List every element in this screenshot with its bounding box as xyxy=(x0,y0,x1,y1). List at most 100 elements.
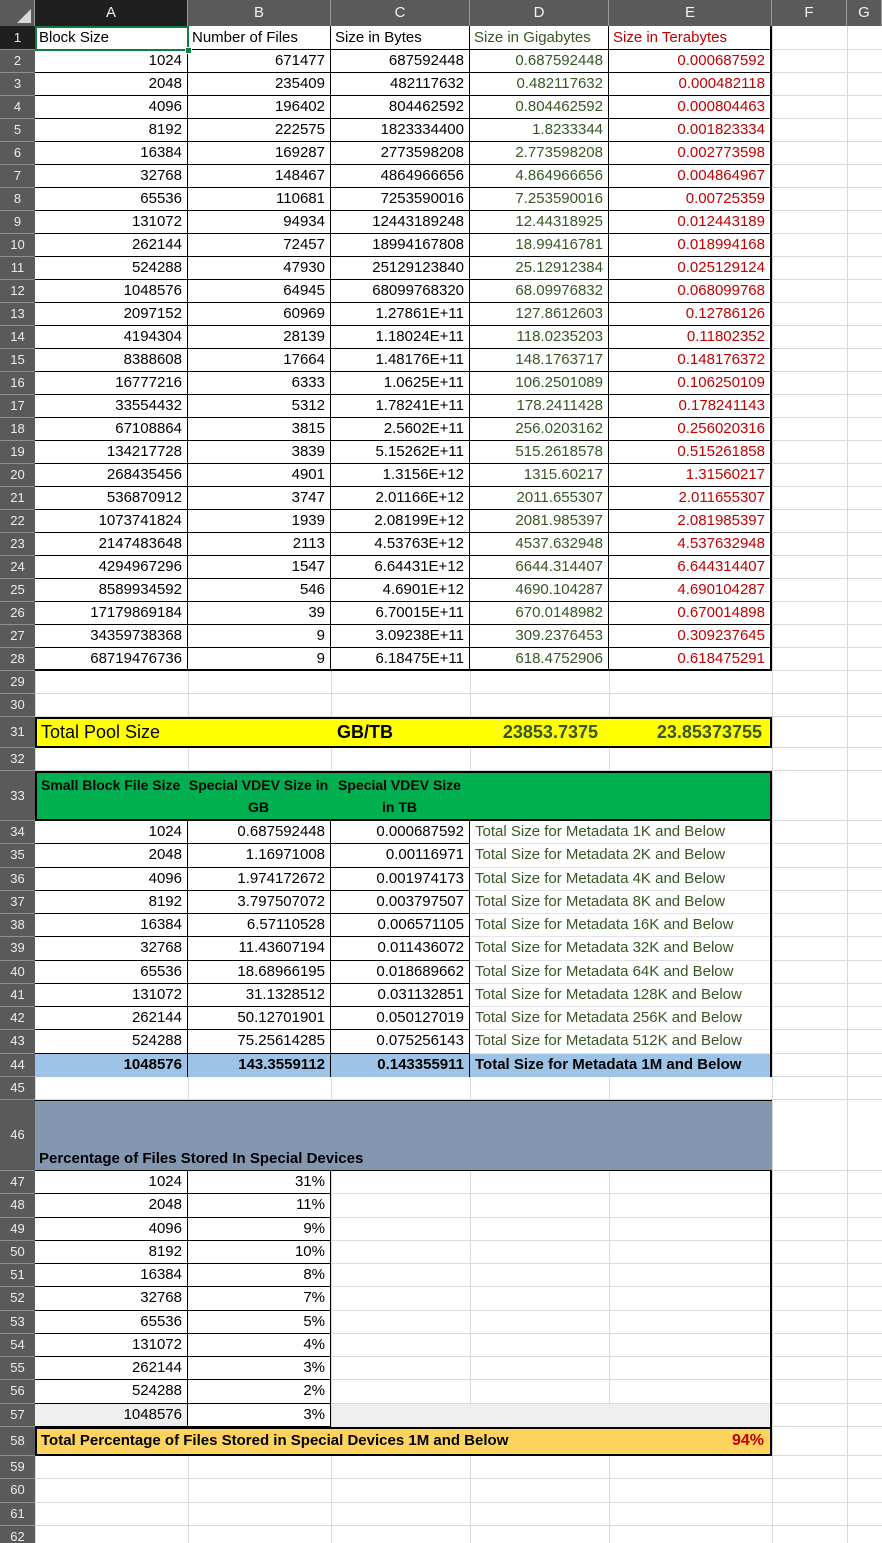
cell-D28[interactable]: 618.4752906 xyxy=(470,648,609,671)
cell-C4[interactable]: 804462592 xyxy=(331,96,470,119)
cell-B39[interactable]: 11.43607194 xyxy=(188,937,331,961)
row-header-39[interactable]: 39 xyxy=(0,937,35,961)
row-header-33[interactable]: 33 xyxy=(0,771,35,821)
cell-B18[interactable]: 3815 xyxy=(188,418,331,441)
cell-A47[interactable]: 1024 xyxy=(35,1171,188,1195)
row-header-42[interactable]: 42 xyxy=(0,1007,35,1031)
cell-B27[interactable]: 9 xyxy=(188,625,331,648)
row-header-54[interactable]: 54 xyxy=(0,1333,35,1358)
cell-A13[interactable]: 2097152 xyxy=(35,303,188,326)
cell-A43[interactable]: 524288 xyxy=(35,1030,188,1054)
row-header-16[interactable]: 16 xyxy=(0,372,35,395)
cell-E16[interactable]: 0.106250109 xyxy=(609,372,772,395)
total-pool-row[interactable]: Total Pool Size GB/TB 23853.7375 23.8537375… xyxy=(35,717,772,748)
cell-A50[interactable]: 8192 xyxy=(35,1240,188,1265)
cell-C24[interactable]: 6.64431E+12 xyxy=(331,556,470,579)
cell-D23[interactable]: 4537.632948 xyxy=(470,533,609,556)
cell-C15[interactable]: 1.48176E+11 xyxy=(331,349,470,372)
cell-B51[interactable]: 8% xyxy=(188,1264,331,1288)
cell-D6[interactable]: 2.773598208 xyxy=(470,142,609,165)
row-header-14[interactable]: 14 xyxy=(0,326,35,349)
cell-B57[interactable]: 3% xyxy=(188,1403,331,1427)
cell-B50[interactable]: 10% xyxy=(188,1240,331,1265)
cell-B42[interactable]: 50.12701901 xyxy=(188,1007,331,1031)
cell-D10[interactable]: 18.99416781 xyxy=(470,234,609,257)
row-header-46[interactable]: 46 xyxy=(0,1100,35,1171)
row-header-41[interactable]: 41 xyxy=(0,983,35,1007)
column-header-C[interactable]: C xyxy=(331,0,470,26)
cell-E11[interactable]: 0.025129124 xyxy=(609,257,772,280)
cell-A54[interactable]: 131072 xyxy=(35,1333,188,1358)
cell-B5[interactable]: 222575 xyxy=(188,119,331,142)
cell-A16[interactable]: 16777216 xyxy=(35,372,188,395)
cell-E17[interactable]: 0.178241143 xyxy=(609,395,772,418)
cell-C44[interactable]: 0.143355911 xyxy=(331,1053,470,1077)
row-header-51[interactable]: 51 xyxy=(0,1264,35,1288)
main-header-cell-D1[interactable]: Size in Gigabytes xyxy=(470,26,609,50)
cell-B35[interactable]: 1.16971008 xyxy=(188,844,331,868)
cell-C17[interactable]: 1.78241E+11 xyxy=(331,395,470,418)
cell-D26[interactable]: 670.0148982 xyxy=(470,602,609,625)
cell-B21[interactable]: 3747 xyxy=(188,487,331,510)
cell-D11[interactable]: 25.12912384 xyxy=(470,257,609,280)
cell-C20[interactable]: 1.3156E+12 xyxy=(331,464,470,487)
cell-B48[interactable]: 11% xyxy=(188,1194,331,1218)
row-header-22[interactable]: 22 xyxy=(0,510,35,533)
row-header-3[interactable]: 3 xyxy=(0,73,35,96)
cell-B26[interactable]: 39 xyxy=(188,602,331,625)
row-header-13[interactable]: 13 xyxy=(0,303,35,326)
cell-A8[interactable]: 65536 xyxy=(35,188,188,211)
cell-A19[interactable]: 134217728 xyxy=(35,441,188,464)
cell-C19[interactable]: 5.15262E+11 xyxy=(331,441,470,464)
row-header-36[interactable]: 36 xyxy=(0,867,35,891)
cell-A15[interactable]: 8388608 xyxy=(35,349,188,372)
cell-A5[interactable]: 8192 xyxy=(35,119,188,142)
cell-A37[interactable]: 8192 xyxy=(35,890,188,914)
cell-B7[interactable]: 148467 xyxy=(188,165,331,188)
cell-B4[interactable]: 196402 xyxy=(188,96,331,119)
cell-E25[interactable]: 4.690104287 xyxy=(609,579,772,602)
row-header-58[interactable]: 58 xyxy=(0,1426,35,1456)
cell-C39[interactable]: 0.011436072 xyxy=(331,937,470,961)
cell-B6[interactable]: 169287 xyxy=(188,142,331,165)
cell-B37[interactable]: 3.797507072 xyxy=(188,890,331,914)
cell-A24[interactable]: 4294967296 xyxy=(35,556,188,579)
cell-C22[interactable]: 2.08199E+12 xyxy=(331,510,470,533)
cell-C27[interactable]: 3.09238E+11 xyxy=(331,625,470,648)
cell-A27[interactable]: 34359738368 xyxy=(35,625,188,648)
cell-E7[interactable]: 0.004864967 xyxy=(609,165,772,188)
cell-C14[interactable]: 1.18024E+11 xyxy=(331,326,470,349)
row-header-7[interactable]: 7 xyxy=(0,165,35,188)
cell-B25[interactable]: 546 xyxy=(188,579,331,602)
row-header-10[interactable]: 10 xyxy=(0,234,35,257)
cell-B3[interactable]: 235409 xyxy=(188,73,331,96)
cell-B56[interactable]: 2% xyxy=(188,1380,331,1404)
cell-E10[interactable]: 0.018994168 xyxy=(609,234,772,257)
cell-A44[interactable]: 1048576 xyxy=(35,1053,188,1077)
cell-C3[interactable]: 482117632 xyxy=(331,73,470,96)
row-header-60[interactable]: 60 xyxy=(0,1479,35,1503)
cell-A51[interactable]: 16384 xyxy=(35,1264,188,1288)
cell-A36[interactable]: 4096 xyxy=(35,867,188,891)
cell-D22[interactable]: 2081.985397 xyxy=(470,510,609,533)
row-header-6[interactable]: 6 xyxy=(0,142,35,165)
cell-B52[interactable]: 7% xyxy=(188,1287,331,1311)
cell-A10[interactable]: 262144 xyxy=(35,234,188,257)
cell-A11[interactable]: 524288 xyxy=(35,257,188,280)
cell-D20[interactable]: 1315.60217 xyxy=(470,464,609,487)
cell-A17[interactable]: 33554432 xyxy=(35,395,188,418)
cell-E9[interactable]: 0.012443189 xyxy=(609,211,772,234)
row-header-30[interactable]: 30 xyxy=(0,694,35,717)
cell-D15[interactable]: 148.1763717 xyxy=(470,349,609,372)
row-header-24[interactable]: 24 xyxy=(0,556,35,579)
cell-B44[interactable]: 143.3559112 xyxy=(188,1053,331,1077)
cell-C6[interactable]: 2773598208 xyxy=(331,142,470,165)
row-header-31[interactable]: 31 xyxy=(0,717,35,748)
cell-D13[interactable]: 127.8612603 xyxy=(470,303,609,326)
cell-B47[interactable]: 31% xyxy=(188,1171,331,1195)
cell-A56[interactable]: 524288 xyxy=(35,1380,188,1404)
row-header-59[interactable]: 59 xyxy=(0,1455,35,1480)
row-header-18[interactable]: 18 xyxy=(0,418,35,441)
column-header-F[interactable]: F xyxy=(772,0,847,26)
row-header-40[interactable]: 40 xyxy=(0,960,35,984)
